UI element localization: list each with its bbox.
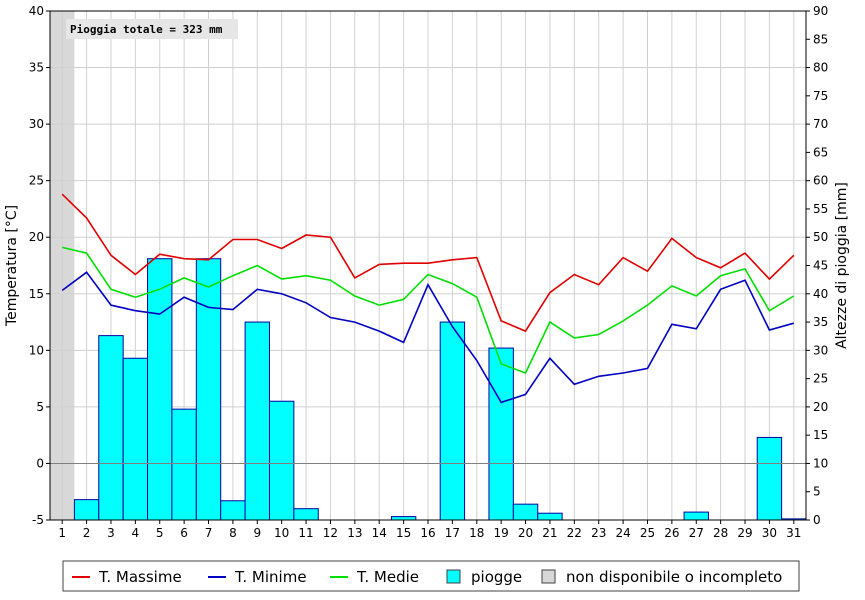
x-tick-label: 11 — [298, 526, 313, 540]
y-right-tick-label: 60 — [813, 174, 828, 188]
y-right-tick-label: 15 — [813, 428, 828, 442]
y-right-axis-title: Altezze di pioggia [mm] — [834, 182, 850, 349]
legend-label: T. Medie — [356, 568, 419, 586]
legend-label: T. Minime — [234, 568, 307, 586]
x-tick-label: 31 — [786, 526, 801, 540]
y-right-tick-label: 80 — [813, 61, 828, 75]
y-left-tick-label: 10 — [29, 343, 44, 357]
x-tick-label: 1 — [58, 526, 66, 540]
x-tick-label: 24 — [615, 526, 630, 540]
rain-bar — [293, 508, 319, 521]
y-right-tick-label: 90 — [813, 4, 828, 18]
rain-bar — [195, 258, 222, 521]
x-tick-label: 20 — [518, 526, 533, 540]
y-left-tick-label: 0 — [36, 456, 44, 470]
y-left-axis-title: Temperatura [°C] — [4, 205, 20, 327]
y-left-tick-label: 5 — [36, 400, 44, 414]
y-right-tick-label: 0 — [813, 513, 821, 527]
y-right-tick-label: 20 — [813, 400, 828, 414]
x-tick-label: 15 — [396, 526, 411, 540]
x-tick-label: 26 — [664, 526, 679, 540]
y-right-tick-label: 10 — [813, 456, 828, 470]
x-tick-label: 18 — [469, 526, 484, 540]
rain-bar — [439, 321, 466, 521]
y-left-tick-label: 30 — [29, 117, 44, 131]
x-tick-label: 7 — [205, 526, 213, 540]
y-left-tick-label: -5 — [32, 513, 44, 527]
y-left-tick-label: 35 — [29, 61, 44, 75]
x-tick-label: 30 — [762, 526, 777, 540]
y-left-tick-label: 15 — [29, 287, 44, 301]
x-tick-label: 2 — [83, 526, 91, 540]
rain-bar — [220, 500, 246, 521]
x-tick-label: 4 — [132, 526, 140, 540]
rain-bar — [683, 511, 709, 521]
y-right-tick-label: 70 — [813, 117, 828, 131]
y-right-tick-label: 25 — [813, 372, 828, 386]
series-line-t-massime — [61, 193, 795, 333]
legend-label: non disponibile o incompleto — [566, 568, 782, 586]
y-right-tick-label: 5 — [813, 485, 821, 499]
rain-bar — [268, 400, 295, 521]
rain-bar — [512, 503, 539, 521]
rain-bar — [122, 357, 149, 521]
legend-swatch-box — [541, 569, 556, 584]
series-line-t-medie — [62, 246, 795, 375]
annotation-box — [66, 19, 238, 39]
legend: T. Massime T. Minime T. Medie piogge non dis… — [62, 560, 800, 592]
x-tick-label: 5 — [156, 526, 164, 540]
y-right-tick-label: 45 — [813, 259, 828, 273]
x-tick-label: 14 — [372, 526, 387, 540]
y-right-tick-label: 40 — [813, 287, 828, 301]
y-right-tick-label: 55 — [813, 202, 828, 216]
rain-bar — [244, 321, 270, 521]
x-tick-label: 9 — [253, 526, 261, 540]
y-left-tick-label: 20 — [29, 230, 44, 244]
x-tick-label: 19 — [494, 526, 509, 540]
legend-swatch-box — [446, 569, 461, 584]
x-tick-label: 25 — [640, 526, 655, 540]
series-line-t-minime — [61, 271, 795, 404]
rain-bar — [147, 258, 173, 521]
legend-label: piogge — [471, 568, 522, 586]
x-tick-label: 23 — [591, 526, 606, 540]
x-tick-label: 21 — [542, 526, 557, 540]
y-right-tick-label: 35 — [813, 315, 828, 329]
y-left-tick-label: 40 — [29, 4, 44, 18]
x-tick-label: 27 — [689, 526, 704, 540]
y-left-tick-label: 25 — [29, 174, 44, 188]
x-tick-label: 10 — [274, 526, 289, 540]
y-right-tick-label: 30 — [813, 343, 828, 357]
x-tick-label: 3 — [107, 526, 115, 540]
y-right-tick-label: 50 — [813, 230, 828, 244]
y-right-tick-label: 75 — [813, 89, 828, 103]
x-tick-label: 13 — [347, 526, 362, 540]
rain-total-annotation: Pioggia totale = 323 mm — [70, 23, 223, 36]
x-tick-label: 29 — [737, 526, 752, 540]
rain-bar — [98, 335, 124, 521]
legend-box — [62, 560, 800, 592]
rain-bar — [488, 347, 514, 521]
x-tick-label: 12 — [323, 526, 338, 540]
x-tick-label: 22 — [567, 526, 582, 540]
rain-bar — [73, 499, 100, 521]
y-right-tick-label: 85 — [813, 32, 828, 46]
x-tick-label: 17 — [445, 526, 460, 540]
rain-bar — [756, 436, 783, 521]
x-tick-label: 8 — [229, 526, 237, 540]
rain-bar — [537, 512, 563, 521]
rain-bar — [390, 516, 417, 521]
rain-bar — [171, 408, 197, 521]
x-tick-label: 6 — [180, 526, 188, 540]
x-tick-label: 16 — [420, 526, 435, 540]
legend-label: T. Massime — [98, 568, 182, 586]
y-right-tick-label: 65 — [813, 145, 828, 159]
x-tick-label: 28 — [713, 526, 728, 540]
